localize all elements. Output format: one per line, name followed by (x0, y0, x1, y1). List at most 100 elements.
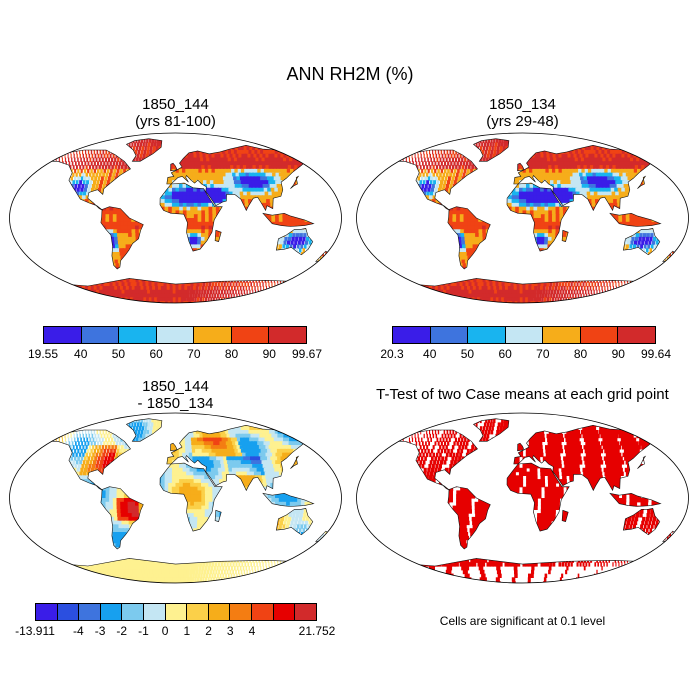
panel-1-colorbar-labels: 19.55 40 50 60 70 80 90 99.67 (28, 347, 322, 361)
colorbar-swatch (144, 604, 166, 620)
colorbar-swatch (543, 327, 581, 343)
panel-3-colorbar (35, 603, 317, 621)
colorbar-tick-label: 60 (498, 347, 512, 361)
colorbar-swatch (156, 327, 195, 343)
panel-2-title-line2: (yrs 29-48) (486, 113, 559, 130)
colorbar-tick-label: 3 (226, 624, 234, 638)
panel-1-map (9, 132, 342, 304)
map-border (9, 132, 342, 304)
coastline-madagascar (214, 229, 222, 242)
panel-3-title-line2: - 1850_134 (137, 395, 214, 412)
panel-3-colorbar-labels: -13.911 -4 -3 -2 -1 0 1 2 3 4 21.752 (15, 624, 335, 638)
colorbar-swatch (230, 604, 253, 620)
map-border (356, 412, 689, 584)
coastline-greenland (472, 418, 510, 442)
coastline-madagascar (561, 229, 569, 242)
colorbar-tick-label: 50 (111, 347, 126, 361)
coastline-australia (622, 228, 661, 256)
colorbar-tick-label: 21.752 (298, 624, 336, 638)
panel-3-map (9, 412, 342, 584)
colorbar-tick-label: 19.55 (27, 347, 59, 361)
colorbar-tick-label: 90 (611, 347, 625, 361)
colorbar-swatch (252, 604, 274, 620)
panel-4-map (356, 412, 689, 584)
colorbar-tick-label: 99.64 (640, 347, 672, 361)
coastline-japan (290, 175, 300, 189)
coastline-northAmerica (45, 149, 131, 211)
land-cells (40, 418, 330, 583)
colorbar-tick-label: 50 (460, 347, 475, 361)
colorbar-swatch (79, 604, 101, 620)
coastline-uk (170, 162, 178, 172)
coastline-greenland (125, 138, 163, 162)
colorbar-swatch (505, 327, 544, 343)
colorbar-tick-label: 70 (187, 347, 201, 361)
coastline-australia (275, 228, 314, 256)
coastline-indonesia (262, 212, 315, 227)
colorbar-tick-label: 80 (573, 347, 588, 361)
coastline-antarctica (386, 558, 659, 583)
colorbar-swatch (393, 327, 431, 343)
coastline-northAmerica (392, 149, 478, 211)
coastline-greenland (472, 138, 510, 162)
colorbar-swatch (580, 327, 619, 343)
colorbar-tick-label: -2 (116, 624, 128, 638)
coastline-eurasia (513, 424, 662, 492)
colorbar-swatch (194, 327, 232, 343)
colorbar-swatch (231, 327, 270, 343)
panel-3-title: 1850_144 - 1850_134 (8, 378, 343, 412)
colorbar-swatch (100, 604, 123, 620)
colorbar-tick-label: 40 (74, 347, 88, 361)
panel-2-colorbar (392, 326, 656, 344)
colorbar-swatch (122, 604, 145, 620)
colorbar-swatch (430, 327, 469, 343)
coastline-northAmerica (45, 429, 131, 491)
colorbar-swatch (165, 604, 188, 620)
colorbar-tick-label: 99.67 (291, 347, 323, 361)
coastline-africa (506, 462, 570, 532)
panel-2-map (356, 132, 689, 304)
coastline-antarctica (39, 278, 312, 303)
colorbar-tick-label: 70 (536, 347, 550, 361)
coastline-antarctica (39, 558, 312, 583)
colorbar-swatch (269, 327, 307, 343)
map-border (9, 412, 342, 584)
panel-1-title-line2: (yrs 81-100) (135, 113, 216, 130)
panel-2-title: 1850_134 (yrs 29-48) (355, 96, 690, 130)
panel-4-title-line1: T-Test of two Case means at each grid po… (376, 386, 669, 403)
panel-2-colorbar-labels: 20.3 40 50 60 70 80 90 99.64 (380, 347, 671, 361)
coastline-australia (275, 508, 314, 536)
colorbar-swatch (295, 604, 316, 620)
coastline-southAmerica (447, 486, 491, 550)
colorbar-swatch (119, 327, 157, 343)
colorbar-tick-label: 40 (423, 347, 437, 361)
coastline-indonesia (609, 492, 662, 507)
colorbar-swatch (618, 327, 656, 343)
coastline-uk (170, 442, 178, 452)
coastline-australia (622, 508, 661, 536)
colorbar-tick-label: -1 (138, 624, 149, 638)
colorbar-swatch (36, 604, 58, 620)
land-cells (40, 138, 330, 303)
colorbar-swatch (468, 327, 506, 343)
colorbar-swatch (44, 327, 82, 343)
colorbar-tick-label: 0 (161, 624, 169, 638)
colorbar-swatch (208, 604, 231, 620)
significance-note: Cells are significant at 0.1 level (439, 614, 606, 628)
figure-title: ANN RH2M (%) (286, 64, 414, 84)
coastline-southAmerica (447, 206, 491, 270)
coastline-japan (637, 175, 647, 189)
coastline-eurasia (166, 144, 315, 212)
colorbar-tick-label: 4 (248, 624, 256, 638)
colorbar-tick-label: -4 (73, 624, 84, 638)
coastline-northAmerica (392, 429, 478, 491)
coastline-uk (517, 442, 525, 452)
colorbar-swatch (57, 604, 80, 620)
colorbar-swatch (81, 327, 120, 343)
colorbar-tick-label: 60 (149, 347, 163, 361)
panel-3-title-line1: 1850_144 (142, 378, 209, 395)
coastline-indonesia (262, 492, 315, 507)
colorbar-tick-label: -3 (94, 624, 106, 638)
land-cells (387, 138, 677, 303)
coastline-antarctica (386, 278, 659, 303)
